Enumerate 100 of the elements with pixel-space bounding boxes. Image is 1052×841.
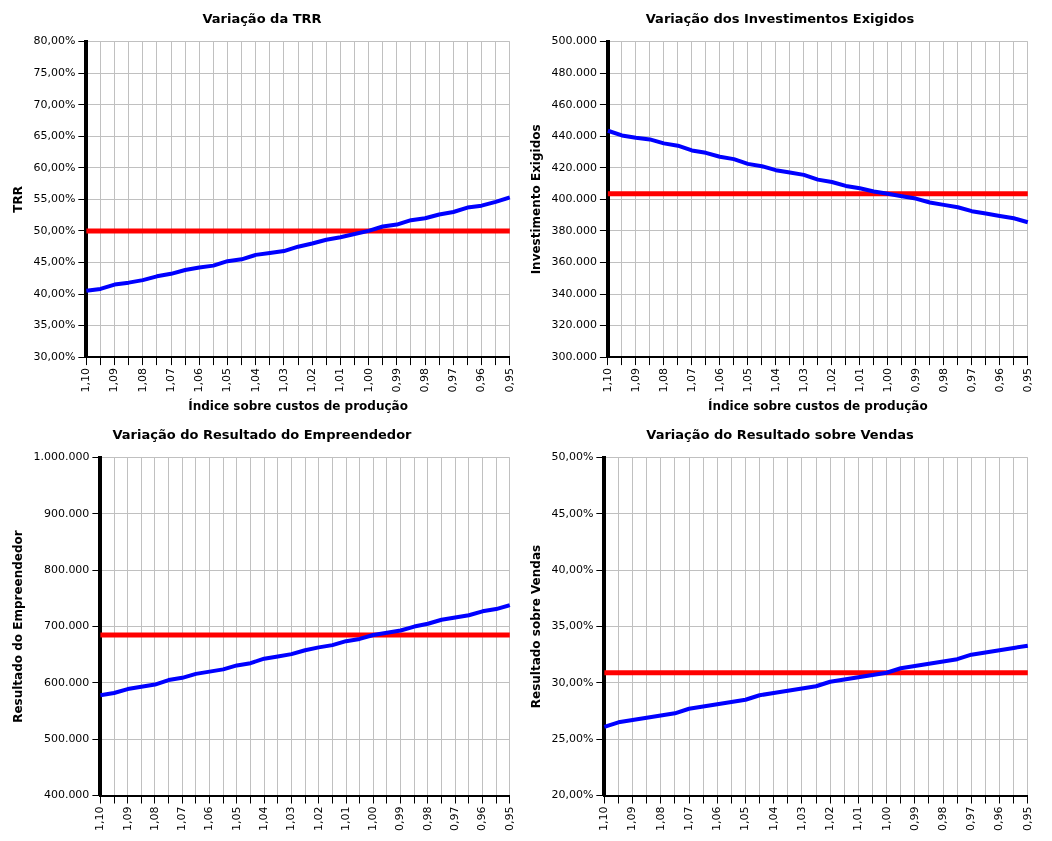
- y-tick-label: 400.000: [551, 192, 597, 206]
- chart-title: Variação do Resultado do Empreendedor: [112, 427, 413, 443]
- y-tick-label: 50,00%: [551, 450, 594, 464]
- y-tick-label: 35,00%: [551, 619, 594, 633]
- x-tick-label: 1,07: [163, 368, 177, 393]
- y-tick-label: 40,00%: [33, 286, 76, 300]
- x-tick-label: 1,06: [192, 368, 206, 393]
- y-tick-label: 30,00%: [33, 349, 76, 363]
- y-tick-label: 40,00%: [551, 563, 594, 577]
- x-tick-label: 0,97: [448, 806, 462, 832]
- x-tick-label: 1,08: [656, 368, 670, 393]
- x-tick-label: 1,10: [93, 806, 107, 832]
- x-tick-label: 0,95: [502, 806, 516, 832]
- x-tick-label: 1,09: [628, 368, 642, 393]
- x-tick-label: 1,00: [361, 368, 375, 393]
- y-tick-label: 420.000: [551, 160, 597, 174]
- y-tick-label: 440.000: [551, 129, 597, 143]
- x-tick-label: 1,02: [824, 368, 838, 393]
- y-tick-label: 45,00%: [551, 506, 594, 520]
- y-tick-label: 25,00%: [551, 732, 594, 746]
- x-axis-title: Índice sobre custos de produção: [188, 397, 408, 413]
- x-tick-label: 0,96: [475, 806, 489, 832]
- y-tick-label: 460.000: [551, 97, 597, 111]
- x-tick-label: 0,99: [389, 368, 403, 393]
- x-tick-label: 0,97: [446, 368, 460, 393]
- x-tick-label: 1,00: [880, 368, 894, 393]
- x-tick-label: 1,05: [738, 806, 752, 832]
- x-tick-label: 0,96: [474, 368, 488, 393]
- y-axis-title: Investimento Exigidos: [529, 124, 544, 275]
- y-tick-label: 1.000.000: [33, 450, 90, 464]
- x-tick-label: 1,06: [710, 806, 724, 832]
- x-tick-label: 0,96: [992, 806, 1006, 832]
- x-tick-label: 1,05: [220, 368, 234, 393]
- y-tick-label: 800.000: [43, 563, 90, 577]
- y-tick-label: 600.000: [43, 675, 90, 689]
- y-tick-label: 400.000: [43, 788, 90, 802]
- y-tick-label: 500.000: [43, 732, 90, 746]
- x-tick-label: 1,03: [276, 368, 290, 393]
- y-tick-label: 480.000: [551, 66, 597, 80]
- x-axis-title: Índice sobre custos de produção: [707, 397, 928, 413]
- x-tick-label: 0,98: [417, 368, 431, 393]
- chart-title: Variação do Resultado sobre Vendas: [646, 427, 914, 443]
- y-tick-label: 65,00%: [33, 129, 76, 143]
- y-tick-label: 45,00%: [33, 255, 76, 269]
- x-tick-label: 0,98: [420, 806, 434, 832]
- x-tick-label: 1,09: [107, 368, 121, 393]
- y-axis-title: TRR: [11, 186, 26, 213]
- x-tick-label: 1,05: [229, 806, 243, 832]
- y-tick-label: 320.000: [551, 318, 597, 332]
- x-tick-label: 1,03: [284, 806, 298, 832]
- x-tick-label: 1,03: [796, 368, 810, 393]
- y-tick-label: 75,00%: [33, 66, 76, 80]
- x-tick-label: 0,99: [908, 368, 922, 393]
- x-tick-label: 1,08: [653, 806, 667, 832]
- x-tick-label: 1,02: [305, 368, 319, 393]
- x-tick-label: 1,06: [202, 806, 216, 832]
- y-tick-label: 300.000: [551, 349, 597, 363]
- x-tick-label: 1,01: [852, 368, 866, 393]
- x-tick-label: 1,07: [684, 368, 698, 393]
- chart-title: Variação da TRR: [202, 11, 322, 27]
- chart-title: Variação dos Investimentos Exigidos: [645, 11, 915, 27]
- y-tick-label: 60,00%: [33, 160, 76, 174]
- y-tick-label: 380.000: [551, 223, 597, 237]
- x-tick-label: 1,05: [740, 368, 754, 393]
- y-tick-label: 360.000: [551, 255, 597, 269]
- x-tick-label: 0,95: [1020, 368, 1034, 393]
- y-tick-label: 500.000: [551, 34, 597, 48]
- x-tick-label: 1,07: [175, 806, 189, 832]
- y-tick-label: 50,00%: [33, 223, 76, 237]
- x-tick-label: 1,09: [625, 806, 639, 832]
- x-tick-label: 1,10: [600, 368, 614, 393]
- x-tick-label: 0,95: [1020, 806, 1034, 832]
- x-tick-label: 1,00: [879, 806, 893, 832]
- x-tick-label: 1,01: [338, 806, 352, 832]
- y-tick-label: 35,00%: [33, 318, 76, 332]
- x-tick-label: 1,01: [333, 368, 347, 393]
- x-tick-label: 1,07: [681, 806, 695, 832]
- x-tick-label: 1,10: [597, 806, 611, 832]
- y-tick-label: 700.000: [43, 619, 90, 633]
- y-tick-label: 30,00%: [551, 675, 594, 689]
- x-tick-label: 1,06: [712, 368, 726, 393]
- x-tick-label: 0,98: [935, 806, 949, 832]
- y-axis-title: Resultado do Empreendedor: [11, 530, 26, 723]
- x-tick-label: 0,97: [964, 368, 978, 393]
- x-tick-label: 1,10: [79, 368, 93, 393]
- x-tick-label: 0,95: [502, 368, 516, 393]
- x-tick-label: 1,02: [311, 806, 325, 832]
- y-tick-label: 70,00%: [33, 97, 76, 111]
- y-tick-label: 80,00%: [33, 34, 76, 48]
- y-tick-label: 55,00%: [33, 192, 76, 206]
- x-tick-label: 1,03: [794, 806, 808, 832]
- x-tick-label: 1,09: [120, 806, 134, 832]
- x-tick-label: 1,08: [135, 368, 149, 393]
- x-tick-label: 1,00: [366, 806, 380, 832]
- y-tick-label: 340.000: [551, 286, 597, 300]
- x-tick-label: 0,97: [964, 806, 978, 832]
- y-tick-label: 900.000: [43, 506, 90, 520]
- x-tick-label: 1,01: [851, 806, 865, 832]
- x-tick-label: 1,02: [823, 806, 837, 832]
- x-tick-label: 0,99: [393, 806, 407, 832]
